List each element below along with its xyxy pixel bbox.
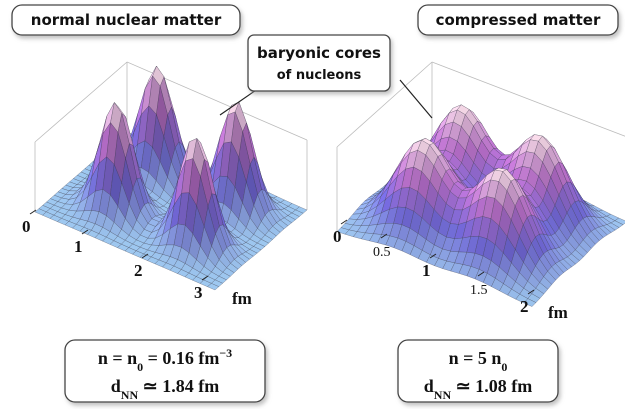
formula-part: NN bbox=[121, 388, 139, 402]
callout-text: baryonic cores bbox=[257, 44, 381, 62]
axis-tick bbox=[429, 253, 437, 259]
axis-tick bbox=[477, 271, 485, 277]
formula-part: NN bbox=[434, 388, 452, 402]
axis-label: 2 bbox=[134, 261, 143, 280]
title-box bbox=[11, 4, 241, 36]
panel-title: normal nuclear matter bbox=[31, 11, 222, 29]
surfaces bbox=[34, 61, 625, 307]
formula: dNN ≃ 1.08 fm bbox=[424, 376, 532, 402]
formula: n = 5 n0 bbox=[449, 348, 508, 374]
formula-part: n = n bbox=[98, 348, 137, 368]
axis-tick bbox=[527, 289, 535, 295]
formula-part: ≃ 1.08 fm bbox=[451, 376, 532, 396]
formula-part: 0 bbox=[137, 360, 143, 374]
formula-part: ≃ 1.84 fm bbox=[138, 376, 219, 396]
frame-edge bbox=[34, 61, 128, 143]
axis-tick bbox=[29, 209, 37, 215]
formula: n = n0 = 0.16 fm−3 bbox=[98, 346, 232, 374]
formula-part: d bbox=[111, 376, 121, 396]
formula-part: = 0.16 fm bbox=[143, 348, 219, 368]
axis-label: 2 bbox=[520, 297, 529, 316]
axis-label: 1 bbox=[74, 237, 83, 256]
pointer bbox=[399, 79, 433, 119]
title-box bbox=[417, 4, 619, 36]
axis-unit: fm bbox=[548, 303, 568, 322]
callout-box bbox=[247, 34, 391, 92]
axis-label: 1.5 bbox=[470, 283, 488, 298]
frame-edge bbox=[336, 61, 433, 148]
formula-part: 0 bbox=[501, 360, 507, 374]
formula-part: d bbox=[424, 376, 434, 396]
formula: dNN ≃ 1.84 fm bbox=[111, 376, 219, 402]
axis-label: 0.5 bbox=[373, 245, 391, 260]
frame-edge bbox=[431, 61, 625, 137]
callout-text: of nucleons bbox=[277, 68, 362, 83]
axis-label: 1 bbox=[422, 261, 431, 280]
axis-label: 0 bbox=[333, 227, 342, 246]
axis-tick bbox=[380, 233, 388, 239]
axis-tick bbox=[141, 253, 149, 259]
axis-unit: fm bbox=[232, 289, 252, 308]
surface-cell bbox=[207, 283, 220, 291]
axis-tick bbox=[340, 219, 348, 225]
surface-cell bbox=[523, 298, 537, 307]
formula-box bbox=[397, 339, 559, 403]
formula-part: −3 bbox=[219, 346, 232, 360]
panel-title: compressed matter bbox=[436, 11, 601, 29]
axis-label: 3 bbox=[194, 283, 203, 302]
axis-label: 0 bbox=[22, 217, 31, 236]
axis-tick bbox=[81, 229, 89, 235]
formula-box bbox=[64, 339, 266, 403]
axis-tick bbox=[201, 275, 209, 281]
formula-part: n = 5 n bbox=[449, 348, 502, 368]
